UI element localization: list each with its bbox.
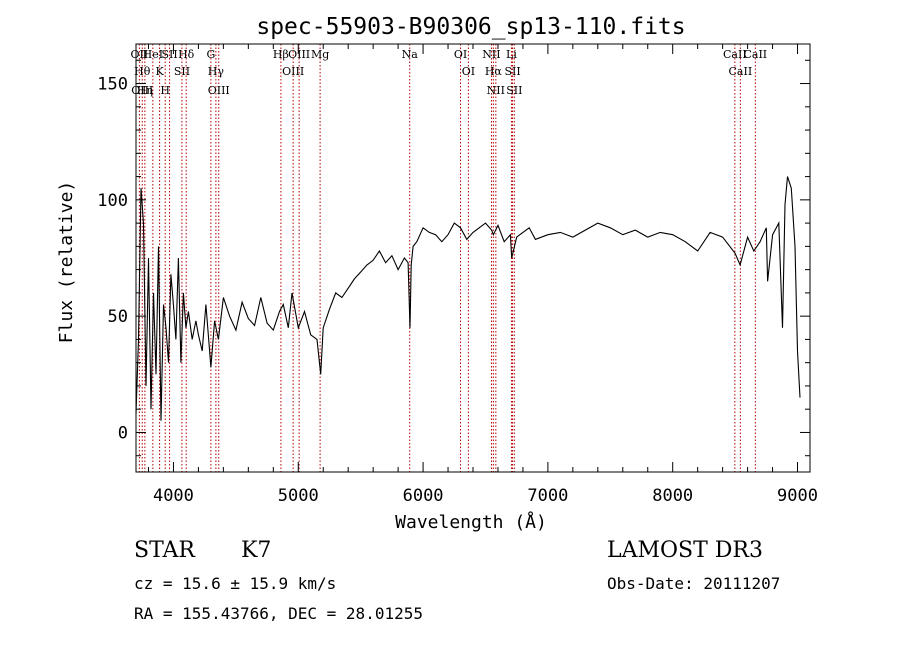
line-label: CaII	[729, 65, 753, 78]
line-label: Hθ	[134, 65, 151, 78]
line-label: SII	[504, 65, 520, 78]
line-label: OI	[462, 65, 475, 78]
x-tick-label: 7000	[527, 486, 568, 506]
line-label: Hβ	[273, 48, 289, 61]
obs-date: Obs-Date: 20111207	[607, 574, 781, 593]
line-label: Hα	[485, 65, 503, 78]
y-axis-label: Flux (relative)	[56, 181, 77, 344]
y-tick-label: 100	[97, 191, 128, 211]
redshift-cz: cz = 15.6 ± 15.9 km/s	[134, 574, 337, 593]
line-label: Na	[402, 48, 419, 61]
survey-name: LAMOST DR3	[607, 538, 763, 563]
y-tick-label: 0	[118, 423, 128, 443]
line-label: H	[160, 84, 170, 97]
x-tick-label: 6000	[403, 486, 444, 506]
line-label: Hδ	[178, 48, 195, 61]
line-label: OIII	[288, 48, 310, 61]
x-tick-label: 5000	[278, 486, 319, 506]
x-axis-label: Wavelength (Å)	[395, 511, 547, 533]
line-label: G	[206, 48, 215, 61]
line-label: CaII	[723, 48, 747, 61]
x-axis: 4000 5000 6000 7000 8000 9000	[147, 44, 818, 506]
plot-frame	[135, 43, 811, 473]
y-tick-label: 150	[97, 75, 128, 95]
spectral-line-markers	[138, 44, 756, 472]
x-tick-label: 9000	[777, 486, 818, 506]
line-label: Li	[506, 48, 517, 61]
chart-title: spec-55903-B90306_sp13-110.fits	[256, 14, 685, 40]
line-label: Hγ	[208, 65, 225, 78]
y-axis: 0 50 100 150	[97, 59, 810, 457]
line-label: SII	[174, 65, 190, 78]
line-label: OIII	[282, 65, 304, 78]
line-label: NII	[482, 48, 500, 61]
line-label: Mg	[311, 48, 329, 61]
line-label: SII	[506, 84, 522, 97]
y-tick-label: 50	[108, 307, 128, 327]
object-subclass: K7	[241, 538, 272, 563]
line-label: OIII	[208, 84, 230, 97]
x-tick-label: 4000	[153, 486, 194, 506]
line-label: HeI	[143, 48, 163, 61]
ra-dec: RA = 155.43766, DEC = 28.01255	[134, 604, 423, 623]
line-label: CaII	[743, 48, 767, 61]
line-label: K	[155, 65, 164, 78]
line-label: NII	[487, 84, 505, 97]
flux-series-line	[135, 176, 801, 421]
line-label: OI	[454, 48, 467, 61]
line-label: OIII	[131, 84, 153, 97]
line-label: Hη	[137, 84, 153, 97]
line-label: SII	[161, 48, 177, 61]
x-tick-label: 8000	[652, 486, 693, 506]
line-label: OII	[131, 48, 149, 61]
object-class: STAR	[134, 538, 195, 563]
